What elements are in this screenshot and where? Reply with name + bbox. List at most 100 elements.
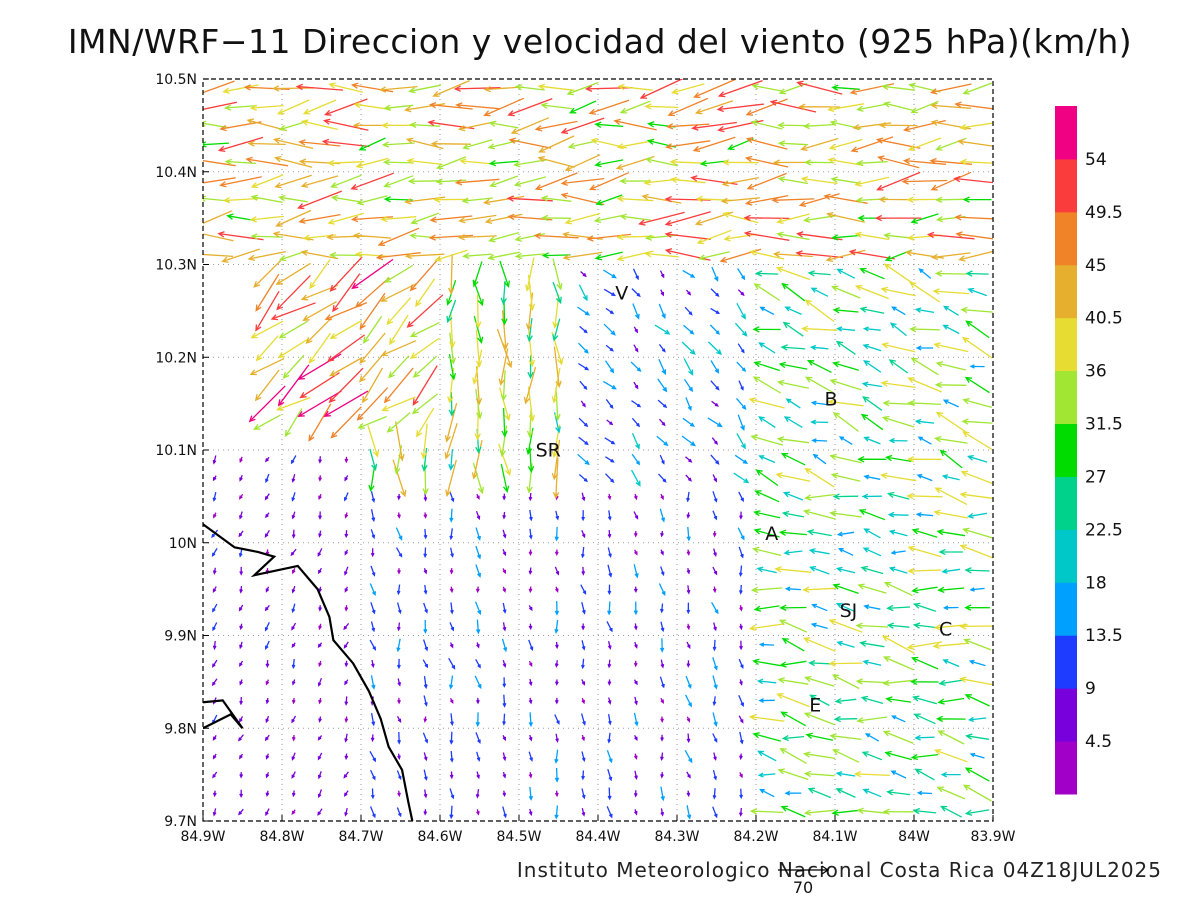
wind-vector — [317, 677, 323, 687]
wind-vector — [758, 342, 776, 354]
wind-vector — [602, 269, 617, 279]
wind-vector — [808, 660, 831, 667]
wind-vector — [369, 448, 378, 472]
wind-vector — [720, 197, 760, 205]
wind-vector — [593, 214, 624, 224]
wind-vector — [752, 376, 781, 394]
wind-vector — [759, 788, 775, 798]
wind-vector — [758, 455, 776, 464]
wind-vector — [769, 99, 817, 113]
wind-vector — [633, 790, 638, 798]
wind-vector — [664, 231, 711, 240]
wind-vector — [212, 475, 217, 482]
wind-vector — [423, 789, 428, 799]
wind-vector — [783, 416, 803, 428]
wind-vector — [238, 753, 244, 760]
wind-vector — [321, 138, 370, 148]
wind-vector — [392, 459, 407, 498]
wind-vector — [854, 231, 890, 241]
wind-vector — [829, 453, 862, 464]
wind-vector — [888, 566, 908, 574]
wind-vector — [912, 695, 937, 705]
wind-vector — [239, 511, 243, 520]
wind-vector — [501, 638, 508, 653]
wind-vector — [907, 377, 942, 393]
wind-vector — [594, 251, 623, 261]
wind-vector — [744, 194, 789, 206]
wind-vector — [265, 679, 270, 686]
wind-vector — [528, 549, 533, 556]
wind-vector — [326, 334, 365, 362]
lat-tick-label: 10N — [169, 536, 197, 552]
wind-vector — [911, 586, 938, 594]
wind-vector — [370, 548, 375, 558]
wind-vector — [395, 421, 405, 462]
wind-vector — [857, 583, 887, 594]
wind-vector — [581, 529, 586, 539]
wind-vector — [684, 749, 693, 764]
wind-vector — [239, 772, 244, 779]
wind-vector — [933, 342, 969, 353]
wind-vector — [685, 456, 693, 463]
wind-vector — [778, 82, 808, 95]
wind-vector — [607, 529, 612, 539]
wind-vector — [581, 640, 586, 651]
wind-vector — [886, 622, 910, 629]
wind-vector — [712, 586, 717, 594]
wind-vector — [903, 119, 946, 133]
wind-vector — [564, 212, 601, 225]
wind-vector — [659, 676, 665, 689]
wind-vector — [736, 302, 746, 320]
wind-vector — [265, 772, 270, 779]
wind-vector — [806, 529, 832, 537]
wind-vector — [832, 583, 859, 595]
wind-vector — [804, 493, 835, 501]
wind-vector — [381, 396, 416, 412]
wind-vector — [461, 197, 493, 204]
wind-vector — [422, 461, 429, 496]
wind-vector — [916, 474, 933, 482]
reference-vector: 70 — [778, 865, 830, 897]
wind-vector — [396, 807, 402, 818]
wind-vector — [696, 229, 732, 245]
colorbar-label: 40.5 — [1085, 309, 1123, 329]
wind-vector — [778, 529, 807, 536]
wind-vector — [752, 732, 781, 742]
wind-vector — [513, 159, 547, 168]
lon-tick-label: 84.8W — [259, 829, 304, 845]
wind-vector — [857, 456, 887, 463]
wind-vector — [605, 473, 615, 483]
wind-vector — [713, 548, 717, 557]
wind-vector — [343, 790, 349, 797]
wind-vector — [607, 547, 612, 558]
wind-vector — [660, 734, 664, 742]
wind-vector — [222, 84, 259, 94]
wind-vector — [449, 750, 454, 763]
wind-vector — [581, 566, 586, 576]
wind-vector — [803, 770, 835, 778]
colorbar-swatch — [1055, 317, 1077, 372]
wind-vector — [888, 359, 909, 374]
lon-tick-label: 84W — [898, 829, 930, 845]
wind-vector — [276, 396, 311, 411]
wind-vector — [581, 734, 585, 742]
wind-vector — [862, 547, 882, 557]
wind-vector — [806, 360, 832, 373]
wind-vector — [746, 172, 787, 190]
colorbar-label: 54 — [1085, 150, 1107, 170]
wind-vector — [554, 805, 559, 820]
wind-vector — [607, 564, 613, 578]
wind-vector — [860, 695, 884, 705]
wind-vector — [811, 603, 828, 612]
wind-vector — [213, 512, 217, 519]
wind-vector — [965, 733, 990, 740]
footer-text: Instituto Meteorologico Nacional Costa R… — [517, 858, 1162, 882]
wind-vector — [211, 548, 218, 557]
wind-vector — [881, 83, 915, 91]
wind-vector — [755, 469, 779, 487]
wind-vector — [423, 512, 428, 519]
wind-vector — [757, 772, 776, 778]
wind-vector — [552, 281, 562, 305]
wind-vector — [935, 196, 967, 203]
wind-vector — [510, 117, 550, 135]
